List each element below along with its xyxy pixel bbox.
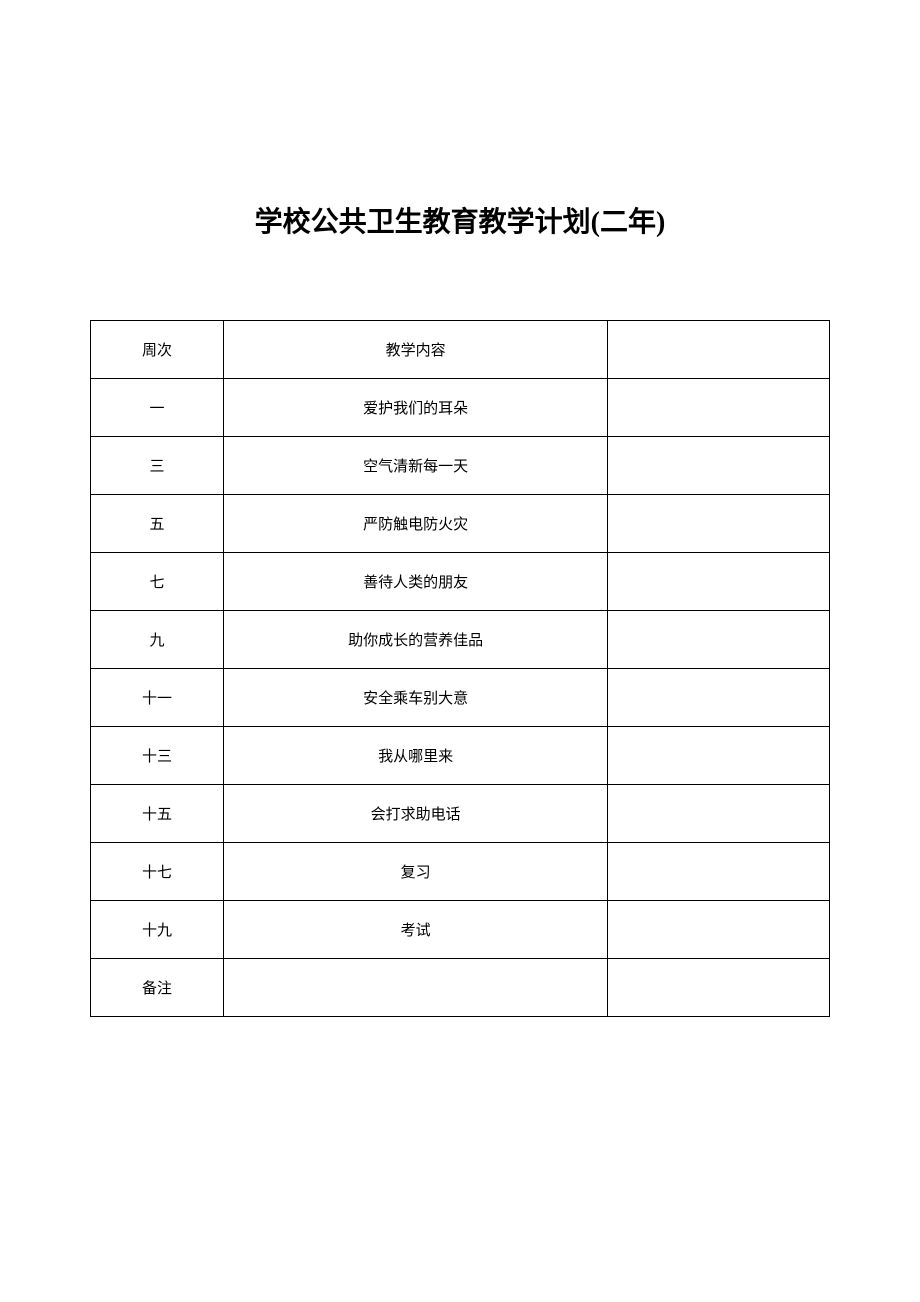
note-cell	[608, 611, 830, 669]
content-cell: 考试	[224, 901, 608, 959]
table-row: 十九 考试	[91, 901, 830, 959]
note-cell	[608, 785, 830, 843]
content-cell: 安全乘车别大意	[224, 669, 608, 727]
table-row: 十一 安全乘车别大意	[91, 669, 830, 727]
week-cell: 十三	[91, 727, 224, 785]
page-title: 学校公共卫生教育教学计划(二年)	[90, 200, 830, 240]
schedule-table: 周次 教学内容 一 爱护我们的耳朵 三 空气清新每一天 五 严防触电防火灾 七 …	[90, 320, 830, 1017]
table-header-row: 周次 教学内容	[91, 321, 830, 379]
table-row: 十三 我从哪里来	[91, 727, 830, 785]
table-row: 五 严防触电防火灾	[91, 495, 830, 553]
content-cell: 严防触电防火灾	[224, 495, 608, 553]
week-cell: 备注	[91, 959, 224, 1017]
content-cell	[224, 959, 608, 1017]
content-cell: 善待人类的朋友	[224, 553, 608, 611]
week-cell: 一	[91, 379, 224, 437]
header-note	[608, 321, 830, 379]
content-cell: 空气清新每一天	[224, 437, 608, 495]
note-cell	[608, 843, 830, 901]
table-row: 七 善待人类的朋友	[91, 553, 830, 611]
note-cell	[608, 379, 830, 437]
table-row: 备注	[91, 959, 830, 1017]
note-cell	[608, 495, 830, 553]
note-cell	[608, 669, 830, 727]
note-cell	[608, 727, 830, 785]
week-cell: 十七	[91, 843, 224, 901]
content-cell: 会打求助电话	[224, 785, 608, 843]
table-row: 十五 会打求助电话	[91, 785, 830, 843]
content-cell: 复习	[224, 843, 608, 901]
week-cell: 三	[91, 437, 224, 495]
week-cell: 七	[91, 553, 224, 611]
note-cell	[608, 901, 830, 959]
week-cell: 五	[91, 495, 224, 553]
week-cell: 十五	[91, 785, 224, 843]
week-cell: 九	[91, 611, 224, 669]
table-row: 九 助你成长的营养佳品	[91, 611, 830, 669]
content-cell: 爱护我们的耳朵	[224, 379, 608, 437]
week-cell: 十一	[91, 669, 224, 727]
note-cell	[608, 437, 830, 495]
week-cell: 十九	[91, 901, 224, 959]
content-cell: 助你成长的营养佳品	[224, 611, 608, 669]
content-cell: 我从哪里来	[224, 727, 608, 785]
table-row: 一 爱护我们的耳朵	[91, 379, 830, 437]
note-cell	[608, 959, 830, 1017]
header-week: 周次	[91, 321, 224, 379]
note-cell	[608, 553, 830, 611]
header-content: 教学内容	[224, 321, 608, 379]
table-row: 十七 复习	[91, 843, 830, 901]
table-row: 三 空气清新每一天	[91, 437, 830, 495]
